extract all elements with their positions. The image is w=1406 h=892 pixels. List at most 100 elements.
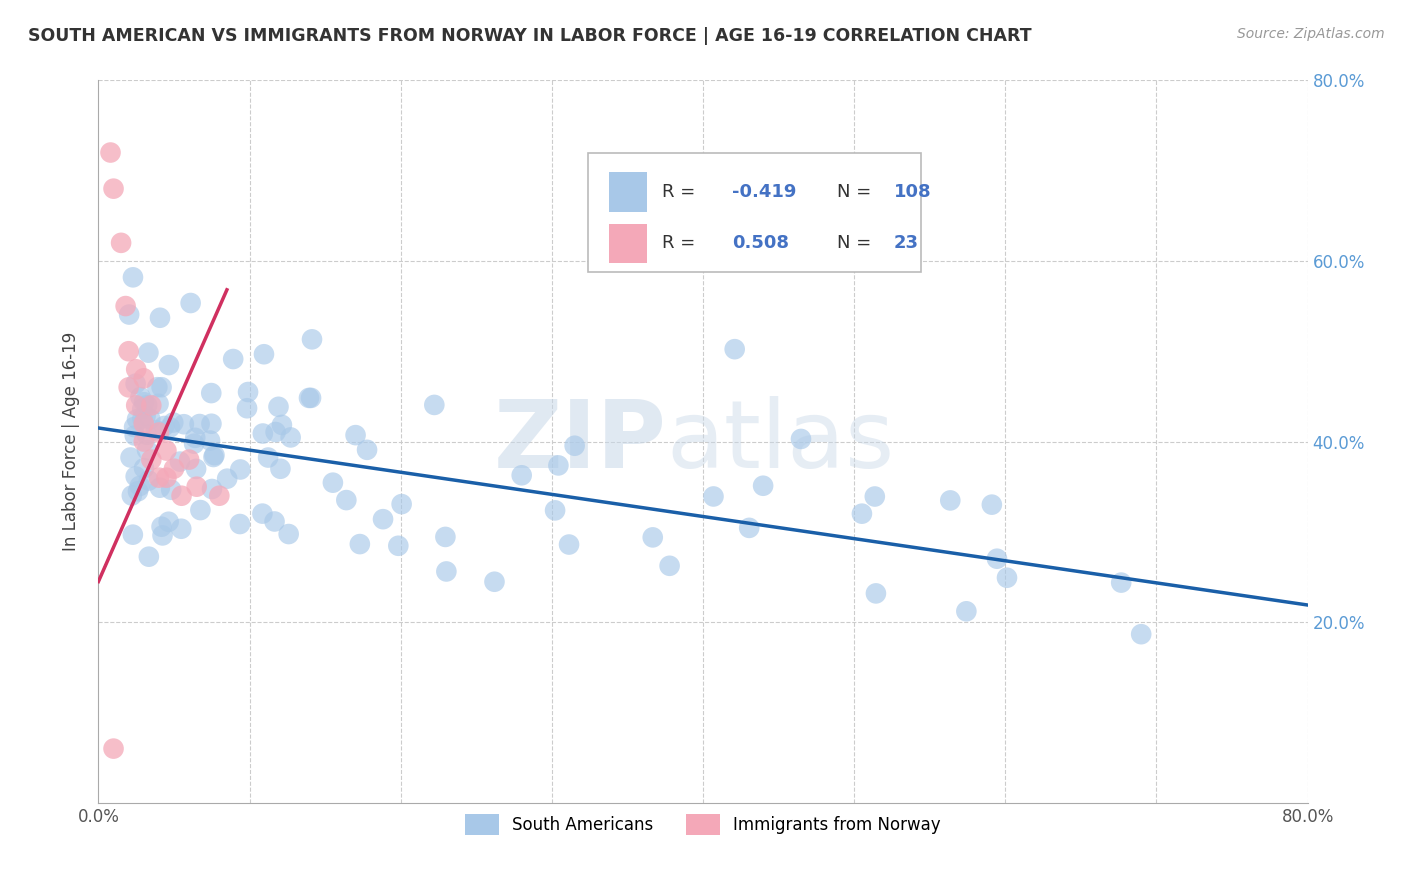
Text: N =: N = [837,183,877,201]
Point [267,400,290,414]
Point [103,741,125,756]
Point [269,462,291,476]
Point [114,299,136,313]
Point [122,420,145,434]
Point [980,498,1002,512]
Text: SOUTH AMERICAN VS IMMIGRANTS FROM NORWAY IN LABOR FORCE | AGE 16-19 CORRELATION : SOUTH AMERICAN VS IMMIGRANTS FROM NORWAY… [28,27,1032,45]
Point [146,380,169,394]
Point [121,527,143,541]
Point [127,484,149,499]
Point [149,481,172,495]
Y-axis label: In Labor Force | Age 16-19: In Labor Force | Age 16-19 [62,332,80,551]
Point [145,423,167,437]
Point [169,454,191,468]
Point [184,431,207,445]
Point [738,521,761,535]
Point [150,380,173,394]
Text: 23: 23 [894,235,920,252]
Text: ZIP: ZIP [494,395,666,488]
Point [995,571,1018,585]
Point [752,479,775,493]
Point [270,417,292,432]
Point [702,490,724,504]
Point [222,352,245,367]
Point [724,342,747,356]
Point [865,586,887,600]
Point [236,384,259,399]
Point [434,530,457,544]
Point [139,412,162,426]
Point [344,428,367,442]
Text: Source: ZipAtlas.com: Source: ZipAtlas.com [1237,27,1385,41]
Point [1130,627,1153,641]
Point [124,376,146,391]
Point [125,412,148,426]
Point [132,461,155,475]
Point [299,391,322,405]
Point [157,515,180,529]
Legend: South Americans, Immigrants from Norway: South Americans, Immigrants from Norway [458,808,948,841]
Point [200,417,222,431]
Point [136,398,159,412]
Text: N =: N = [837,235,877,252]
Point [124,428,146,442]
Point [264,425,287,439]
Point [118,344,141,359]
Point [236,401,259,416]
Point [217,472,239,486]
FancyBboxPatch shape [588,153,921,272]
Point [118,308,141,322]
Point [128,479,150,493]
Point [939,493,962,508]
Point [198,434,221,448]
Point [148,471,170,485]
Point [173,417,195,432]
Point [229,516,252,531]
Point [125,362,148,376]
Point [986,551,1008,566]
Point [202,450,225,464]
Point [138,549,160,564]
Point [955,604,977,618]
Point [564,439,586,453]
Point [280,430,302,444]
Point [157,358,180,372]
Point [184,462,207,476]
Point [150,519,173,533]
Point [851,507,873,521]
Point [188,417,211,431]
Point [252,507,274,521]
Point [322,475,344,490]
Point [790,432,813,446]
Point [641,530,664,544]
Point [180,296,202,310]
Text: 0.508: 0.508 [733,235,789,252]
Point [162,416,184,430]
Point [263,515,285,529]
Point [434,565,457,579]
Point [253,347,276,361]
Point [179,452,201,467]
Point [183,436,205,450]
Point [152,528,174,542]
Text: R =: R = [662,235,700,252]
Point [1109,575,1132,590]
Point [277,527,299,541]
FancyBboxPatch shape [609,172,647,212]
Point [229,462,252,476]
Point [122,270,145,285]
Point [371,512,394,526]
Point [138,474,160,488]
Point [547,458,569,473]
Text: atlas: atlas [666,395,896,488]
FancyBboxPatch shape [609,224,647,263]
Point [558,537,581,551]
Point [208,489,231,503]
Point [349,537,371,551]
Point [124,469,146,483]
Point [129,390,152,404]
Text: -0.419: -0.419 [733,183,796,201]
Point [149,310,172,325]
Point [155,443,177,458]
Point [356,442,378,457]
